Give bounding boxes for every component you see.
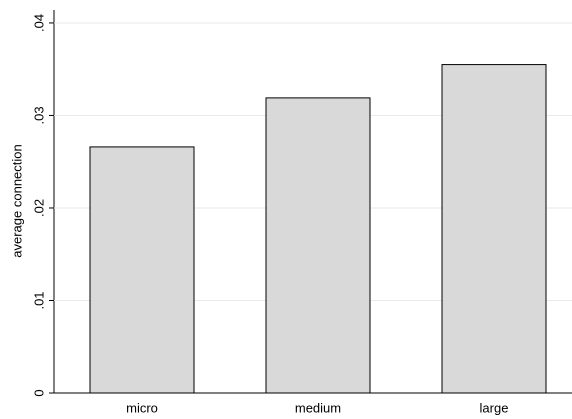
bar bbox=[441, 64, 547, 394]
x-tick-label: micro bbox=[126, 400, 158, 415]
y-tick-label: .02 bbox=[31, 199, 46, 217]
y-axis-label: average connection bbox=[9, 144, 24, 257]
x-tick-label: large bbox=[480, 400, 509, 415]
y-tick-label: .03 bbox=[31, 106, 46, 124]
y-tick-label: 0 bbox=[31, 389, 46, 396]
x-tick-label: medium bbox=[295, 400, 341, 415]
y-tick-label: .01 bbox=[31, 291, 46, 309]
bar bbox=[265, 97, 371, 394]
y-tick-label: .04 bbox=[31, 14, 46, 32]
bar bbox=[89, 146, 195, 394]
